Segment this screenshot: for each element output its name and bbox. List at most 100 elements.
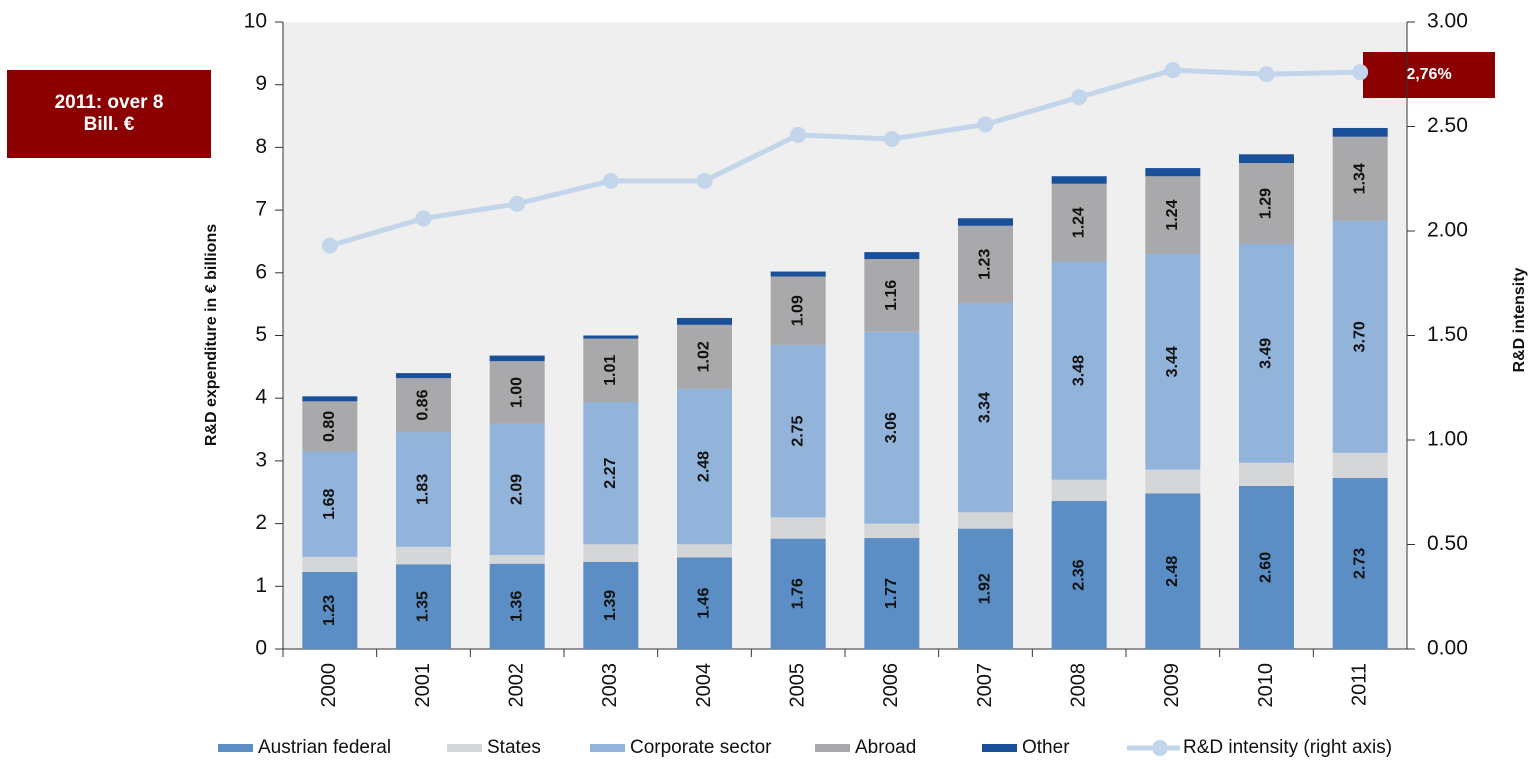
bar-segment xyxy=(302,396,358,402)
bar-segment xyxy=(489,423,545,555)
y-tick-label: 10 xyxy=(244,10,267,33)
bar-segment xyxy=(302,401,358,452)
value-label: 1.09 xyxy=(789,295,806,326)
line-marker xyxy=(977,116,994,133)
bar-segment xyxy=(1051,183,1107,262)
y-tick-label: 8 xyxy=(255,135,267,158)
bar-segment xyxy=(396,378,451,433)
bar-segment xyxy=(1332,127,1388,137)
value-label: 2.09 xyxy=(508,474,525,505)
bar-segment xyxy=(583,338,639,402)
value-label: 0.80 xyxy=(321,411,338,442)
value-label: 2.73 xyxy=(1351,548,1368,579)
bar-segment xyxy=(958,302,1013,513)
value-label: 2.36 xyxy=(1070,559,1087,590)
value-label: 1.29 xyxy=(1258,188,1275,219)
bar-segment xyxy=(864,259,920,332)
legend-label: R&D intensity (right axis) xyxy=(1183,737,1392,758)
value-label: 3.49 xyxy=(1258,338,1275,369)
value-label: 1.00 xyxy=(508,377,525,408)
line-marker xyxy=(415,210,432,227)
bar-segment xyxy=(677,544,732,558)
bar-segment xyxy=(583,544,639,562)
y2-tick-label: 0.00 xyxy=(1427,637,1468,660)
value-label: 1.92 xyxy=(977,573,994,604)
bar-segment xyxy=(864,331,920,524)
y-tick-label: 3 xyxy=(255,448,267,471)
value-label: 1.24 xyxy=(1070,207,1087,238)
bar-segment xyxy=(489,355,545,362)
legend-label: Austrian federal xyxy=(258,737,391,758)
bar-segment xyxy=(1239,485,1294,649)
bar-segment xyxy=(1051,261,1107,480)
value-label: 1.36 xyxy=(508,591,525,622)
bar-segment xyxy=(958,218,1013,226)
bar-segment xyxy=(1332,220,1388,453)
value-label: 1.34 xyxy=(1351,163,1368,194)
legend-swatch xyxy=(1152,740,1168,756)
bar-segment xyxy=(770,276,826,345)
value-label: 2.27 xyxy=(602,457,619,488)
bar-segment xyxy=(677,317,732,325)
annotation: 2011: over 8 Bill. € xyxy=(54,92,164,135)
legend-swatch xyxy=(815,744,850,752)
bar-segment xyxy=(1051,501,1107,649)
line-marker xyxy=(790,126,807,143)
bar-segment xyxy=(1239,243,1294,463)
bar-segment xyxy=(396,373,451,379)
bar-segment xyxy=(302,571,358,649)
y2-tick-label: 2.00 xyxy=(1427,219,1468,242)
x-tick-label: 2000 xyxy=(318,663,340,708)
bar-segment xyxy=(396,432,451,547)
line-marker xyxy=(1352,64,1369,81)
legend-label: Abroad xyxy=(855,737,916,758)
line-marker xyxy=(321,237,338,254)
y-tick-label: 5 xyxy=(255,323,267,346)
y2-tick-label: 3.00 xyxy=(1427,10,1468,33)
legend-label: Corporate sector xyxy=(630,737,772,758)
bar-segment xyxy=(864,523,920,539)
value-label: 3.48 xyxy=(1070,355,1087,386)
annotation: 2,76% xyxy=(1406,66,1451,83)
value-label: 3.06 xyxy=(883,412,900,443)
line-marker xyxy=(602,172,619,189)
y2-tick-label: 2.50 xyxy=(1427,114,1468,137)
bar-segment xyxy=(677,324,732,389)
value-label: 1.76 xyxy=(789,578,806,609)
legend-swatch xyxy=(590,744,625,752)
value-label: 1.01 xyxy=(602,355,619,386)
bar-segment xyxy=(1145,253,1201,470)
value-label: 1.16 xyxy=(883,280,900,311)
bar-segment xyxy=(302,556,358,572)
bar-segment xyxy=(1239,163,1294,244)
legend-swatch xyxy=(982,744,1017,752)
legend-label: States xyxy=(487,737,541,758)
bar-segment xyxy=(677,388,732,545)
value-label: 1.77 xyxy=(883,578,900,609)
y-tick-label: 7 xyxy=(255,198,267,221)
bar-segment xyxy=(958,528,1013,649)
annotation-box xyxy=(1363,52,1495,98)
y-tick-label: 1 xyxy=(255,574,267,597)
bar-segment xyxy=(583,561,639,649)
bar-segment xyxy=(1239,462,1294,486)
annotation-box xyxy=(7,70,211,158)
bar-segment xyxy=(489,563,545,649)
line-marker xyxy=(1071,89,1088,106)
y-tick-label: 6 xyxy=(255,260,267,283)
line xyxy=(329,67,1361,249)
bar-segment xyxy=(677,557,732,649)
y-tick-label: 4 xyxy=(255,386,267,409)
bar-segment xyxy=(1332,136,1388,221)
value-label: 3.70 xyxy=(1351,321,1368,352)
value-label: 1.23 xyxy=(321,595,338,626)
line-marker xyxy=(883,131,900,148)
y2-tick-label: 0.50 xyxy=(1427,532,1468,555)
value-label: 1.68 xyxy=(321,488,338,519)
bar-segment xyxy=(1145,168,1201,177)
value-label: 2.48 xyxy=(1164,556,1181,587)
plot-area xyxy=(283,22,1407,649)
bar-segment xyxy=(1145,469,1201,494)
bar-segment xyxy=(1332,452,1388,478)
